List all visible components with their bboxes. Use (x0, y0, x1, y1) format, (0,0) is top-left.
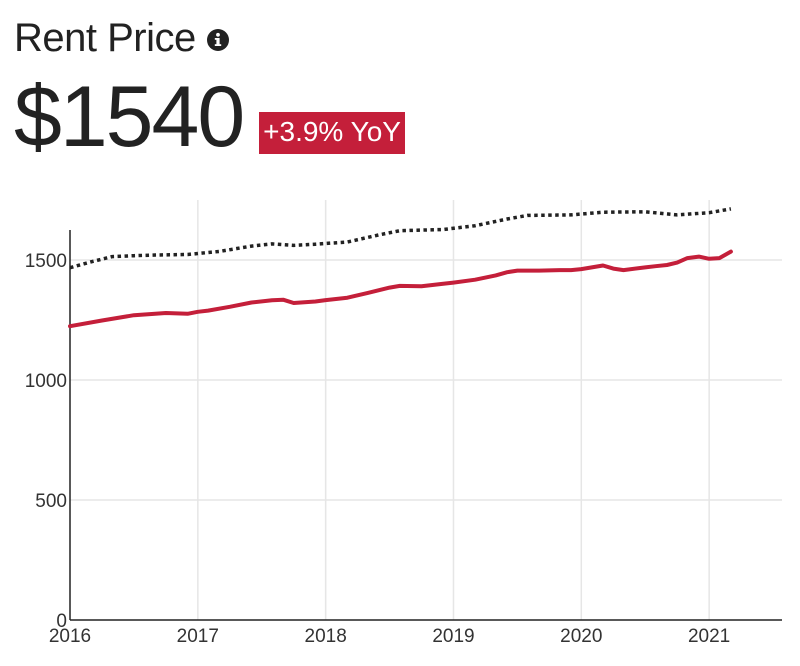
title-row: Rent Price (14, 12, 230, 64)
x-tick-label: 2020 (560, 626, 602, 647)
tick-labels: 0 500 1000 1500 2016 2017 2018 2019 2020 2021 (25, 251, 731, 647)
y-tick-label: 1500 (25, 251, 67, 272)
rent-price-series-line (68, 249, 733, 329)
grid-lines (70, 200, 782, 620)
y-tick-label: 0 (56, 611, 67, 632)
page-title: Rent Price (14, 16, 196, 60)
x-tick-label: 2017 (177, 626, 219, 647)
price-row: $1540 +3.9% YoY (14, 72, 405, 162)
current-price: $1540 (14, 69, 245, 165)
info-icon[interactable] (206, 28, 230, 52)
x-tick-label: 2019 (432, 626, 474, 647)
axes (69, 230, 782, 621)
y-tick-label: 1000 (25, 371, 67, 392)
series-lines (68, 207, 733, 329)
x-tick-label: 2016 (49, 626, 91, 647)
x-tick-label: 2021 (688, 626, 730, 647)
yoy-badge: +3.9% YoY (259, 112, 405, 154)
x-tick-label: 2018 (305, 626, 347, 647)
y-tick-label: 500 (35, 491, 67, 512)
benchmark-series-line (69, 207, 732, 270)
